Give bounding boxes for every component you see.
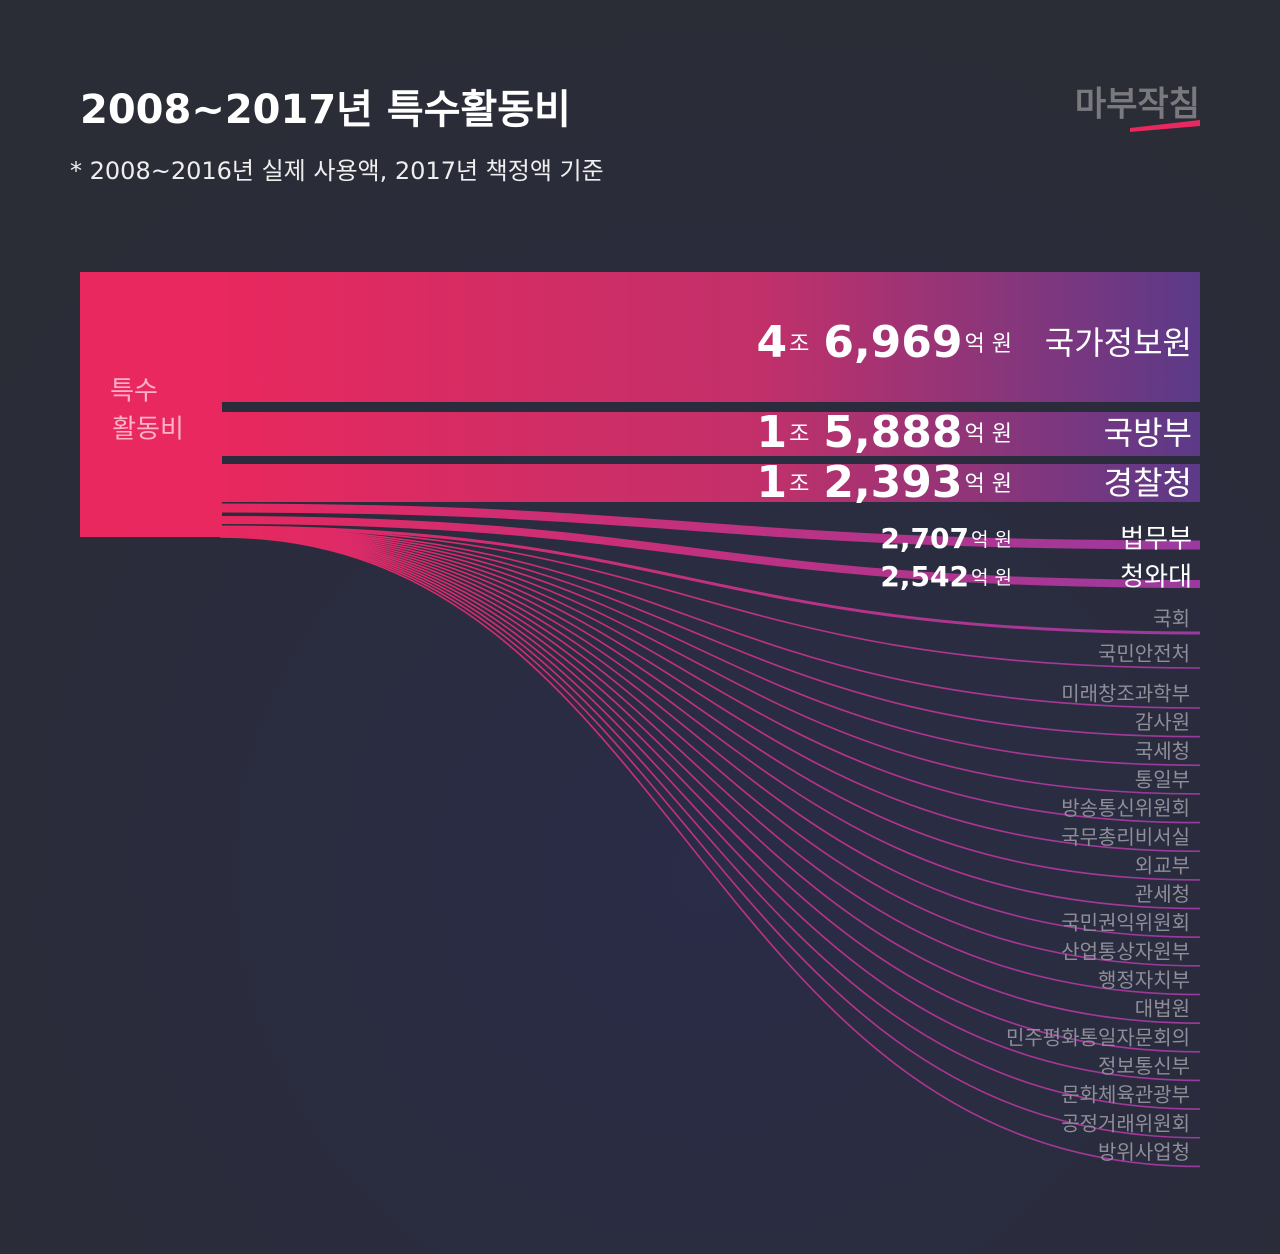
flow-amount: 1조 2,393억 원 [756,457,1012,508]
flow-line [219,530,1201,881]
amount-number: 1 [756,407,787,458]
flow-line [219,535,1201,1110]
flow-name: 청와대 [1120,563,1192,593]
logo-underline [1130,120,1200,132]
flow-line [219,529,1201,824]
amount-number: 6,969 [823,317,962,368]
title: 2008~2017년 특수활동비 [80,87,571,133]
flow-name: 감사원 [1135,710,1190,734]
amount-unit: 억 원 [965,332,1012,357]
amount-unit: 억 원 [971,529,1012,551]
flow-name: 공정거래위원회 [1061,1111,1190,1135]
flow-line [219,528,1201,767]
amount-unit: 억 원 [971,567,1012,589]
flow-line [219,530,1201,853]
flow-name: 국민안전처 [1098,642,1190,666]
flow-name: 국무총리비서실 [1061,825,1190,849]
flow-name: 방송통신위원회 [1061,796,1190,820]
amount-number: 2,542 [880,560,969,593]
flow-name: 민주평화통일자문회의 [1006,1025,1190,1049]
flow-name: 통일부 [1135,767,1190,791]
flow-name: 행정자치부 [1098,968,1190,992]
flow-name: 국가정보원 [1045,324,1192,362]
flow-line [219,532,1201,996]
amount-number: 2,707 [880,522,969,555]
flow-name: 미래창조과학부 [1061,682,1190,706]
flow-line [219,534,1201,1082]
flow-name: 국회 [1153,607,1190,631]
flow-line [219,536,1201,1168]
flow-line [219,527,1201,709]
flow-name: 정보통신부 [1098,1054,1190,1078]
amount-unit: 조 [789,422,809,447]
flow-name: 문화체육관광부 [1061,1083,1190,1107]
flow-amount: 4조 6,969억 원 [756,317,1012,368]
flow-name: 방위사업청 [1098,1140,1190,1164]
flow-line [219,527,1201,738]
flow-name: 외교부 [1135,853,1190,877]
amount-number: 1 [756,457,787,508]
flow-line [219,532,1201,967]
source-label: 특수 [110,377,158,407]
logo: 마부작침 [1075,85,1200,125]
flow-amount: 2,542 억 원 [880,560,1012,593]
flow-name: 법무부 [1120,525,1192,555]
flow-band [220,412,1200,456]
flow-band [220,464,1200,502]
flow-amount: 2,707 억 원 [880,522,1012,555]
amount-unit: 억 원 [965,472,1012,497]
amount-unit: 조 [789,472,809,497]
amount-number: 2,393 [823,457,962,508]
flow-name: 대법원 [1135,997,1190,1021]
amount-number: 5,888 [823,407,962,458]
source-label: 활동비 [112,415,184,445]
flow-line [219,516,1201,588]
flow-name: 관세청 [1135,882,1190,906]
flow-line [219,533,1201,1053]
subtitle: * 2008~2016년 실제 사용액, 2017년 책정액 기준 [70,157,604,185]
source-node [80,272,222,537]
flow-name: 산업통상자원부 [1061,939,1190,963]
flow-name: 국민권익위원회 [1061,911,1190,935]
flow-line [219,526,1201,669]
flow-line [219,531,1201,910]
flow-line [219,533,1201,1024]
amount-unit: 조 [789,332,809,357]
flow-line [219,525,1201,635]
flow-name: 국세청 [1135,739,1190,763]
flow-band [220,272,1200,402]
flow-line [219,528,1201,795]
flow-amount: 1조 5,888억 원 [756,407,1012,458]
flow-line [219,535,1201,1139]
amount-number: 4 [756,317,787,368]
flow-name: 국방부 [1104,414,1192,452]
flow-line [219,531,1201,938]
flow-name: 경찰청 [1104,464,1192,502]
amount-unit: 억 원 [965,422,1012,447]
flow-line [219,503,1201,550]
